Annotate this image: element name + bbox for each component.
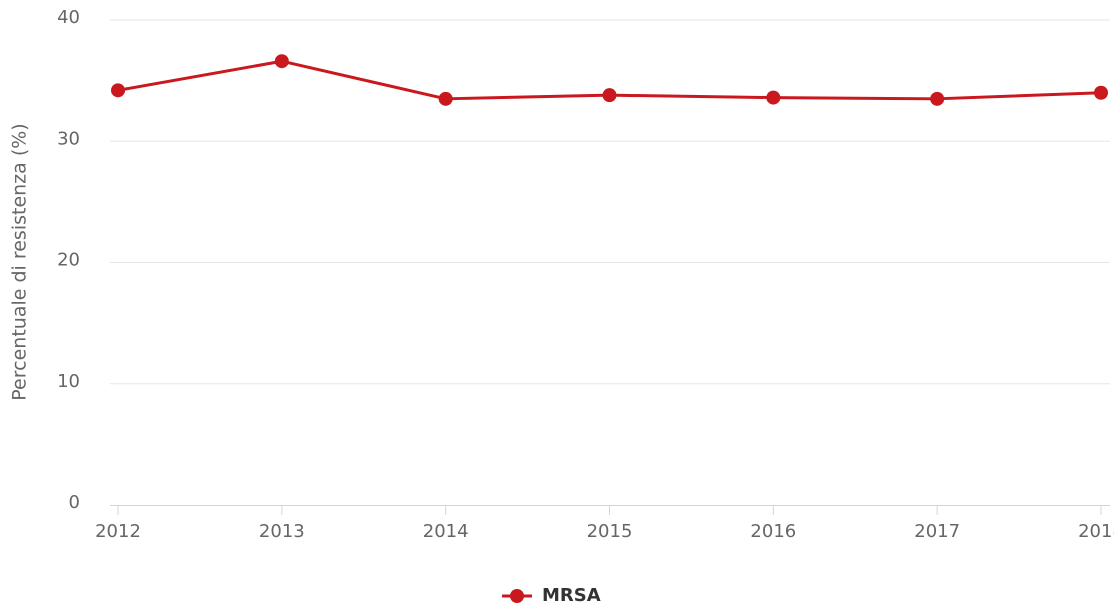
data-point (274, 54, 289, 69)
y-tick-label: 0 (69, 492, 80, 513)
y-tick-label: 10 (57, 371, 80, 392)
data-point (1094, 85, 1108, 100)
x-tick-label: 2017 (914, 521, 960, 542)
data-point (111, 83, 125, 98)
legend-marker (510, 589, 524, 603)
x-tick-label: 2018 (1078, 521, 1114, 542)
x-tick-label: 2014 (423, 521, 469, 542)
x-tick-label: 2016 (750, 521, 796, 542)
data-point (438, 91, 453, 106)
y-tick-label: 40 (57, 7, 80, 28)
y-tick-label: 20 (57, 250, 80, 271)
x-tick-label: 2012 (95, 521, 141, 542)
y-axis-title: Percentuale di resistenza (%) (9, 123, 31, 400)
data-point (766, 90, 781, 105)
legend-label: MRSA (542, 585, 601, 605)
x-tick-label: 2015 (587, 521, 633, 542)
x-tick-label: 2013 (259, 521, 305, 542)
data-point (930, 91, 945, 106)
y-tick-label: 30 (57, 128, 80, 149)
data-point (602, 88, 617, 103)
